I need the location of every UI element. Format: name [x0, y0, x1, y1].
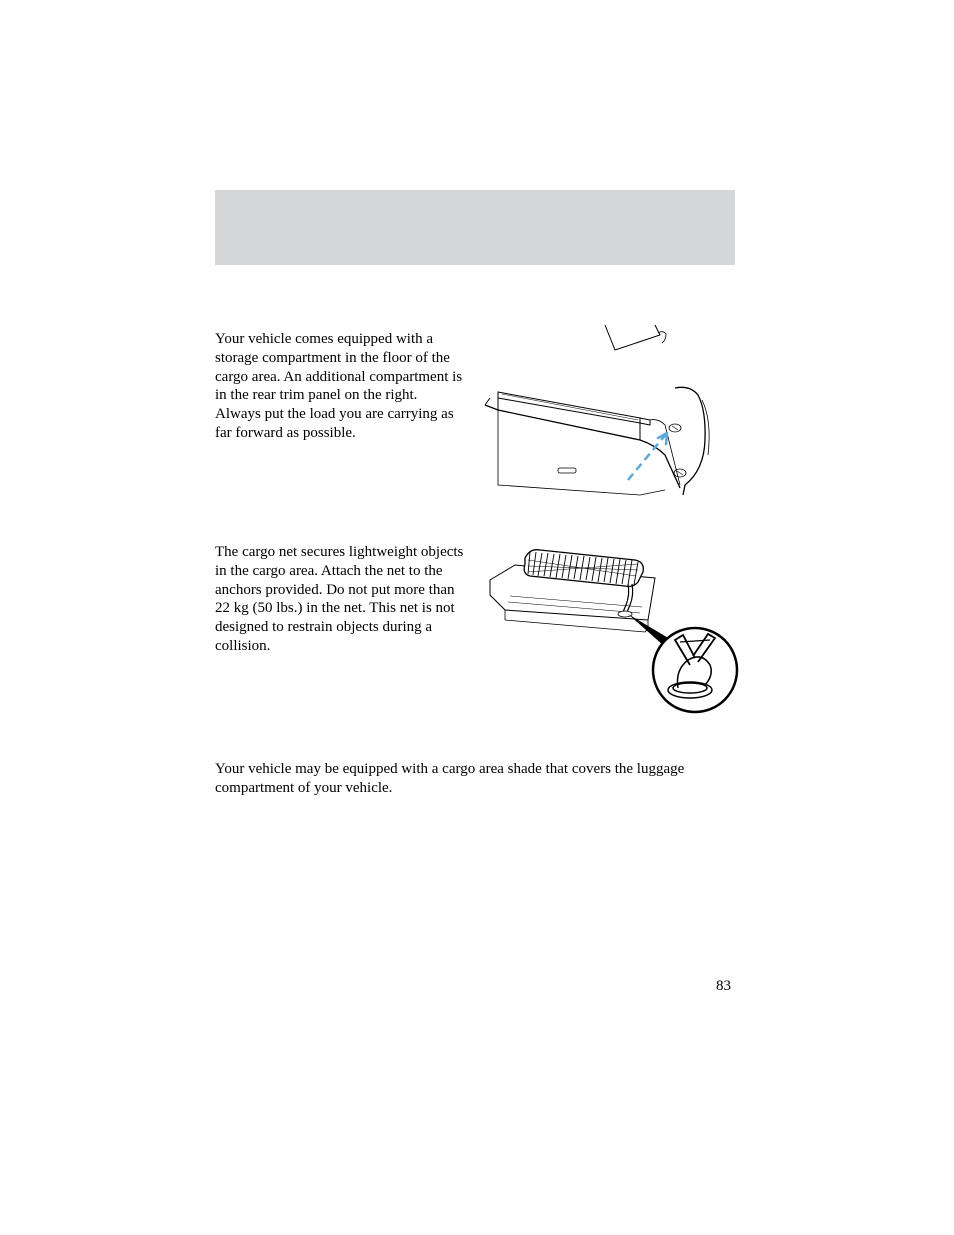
cargo-net-text: The cargo net secures lightweight object…	[215, 543, 465, 656]
page-number: 83	[716, 978, 731, 995]
storage-compartment-text: Your vehicle comes equipped with a stora…	[215, 330, 465, 443]
storage-compartment-illustration	[480, 320, 740, 500]
header-bar	[215, 190, 735, 265]
cargo-shade-section: Your vehicle may be equipped with a carg…	[215, 760, 735, 798]
cargo-net-illustration	[480, 540, 740, 720]
cargo-shade-text: Your vehicle may be equipped with a carg…	[215, 760, 735, 798]
